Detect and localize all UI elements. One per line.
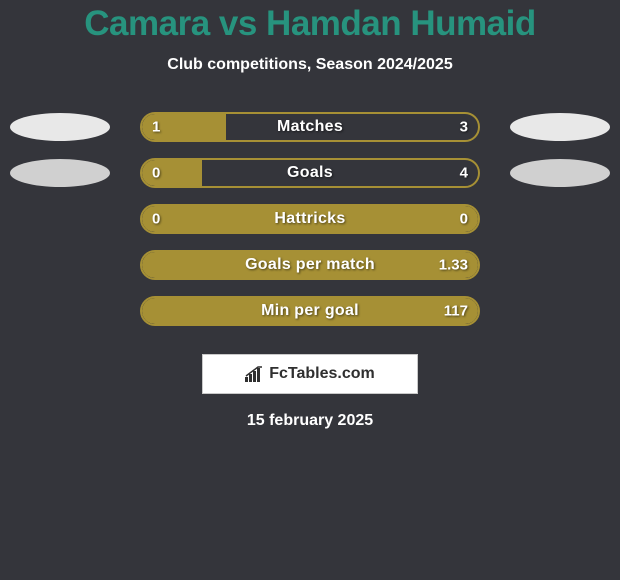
page-title: Camara vs Hamdan Humaid — [0, 4, 620, 44]
stat-label: Goals — [142, 164, 478, 182]
comparison-chart: 13Matches 04Goals 00Hattricks 1.33Goals per… — [0, 104, 620, 334]
stat-row: 00Hattricks — [0, 196, 620, 242]
header: Camara vs Hamdan Humaid Club competition… — [0, 0, 620, 74]
stat-label: Min per goal — [142, 302, 478, 320]
stat-bar: 00Hattricks — [140, 204, 480, 234]
stat-bar: 1.33Goals per match — [140, 250, 480, 280]
player1-marker — [10, 159, 110, 187]
page-subtitle: Club competitions, Season 2024/2025 — [0, 56, 620, 74]
stat-bar: 13Matches — [140, 112, 480, 142]
stat-row: 1.33Goals per match — [0, 242, 620, 288]
bars-icon — [245, 366, 265, 382]
stat-bar: 04Goals — [140, 158, 480, 188]
stat-row: 04Goals — [0, 150, 620, 196]
logo-text: FcTables.com — [269, 365, 375, 383]
stat-row: 13Matches — [0, 104, 620, 150]
player1-marker — [10, 113, 110, 141]
player2-marker — [510, 113, 610, 141]
stat-label: Matches — [142, 118, 478, 136]
stat-label: Goals per match — [142, 256, 478, 274]
stat-bar: 117Min per goal — [140, 296, 480, 326]
player2-marker — [510, 159, 610, 187]
logo-box[interactable]: FcTables.com — [202, 354, 418, 394]
date-line: 15 february 2025 — [0, 412, 620, 430]
stat-row: 117Min per goal — [0, 288, 620, 334]
stat-label: Hattricks — [142, 210, 478, 228]
